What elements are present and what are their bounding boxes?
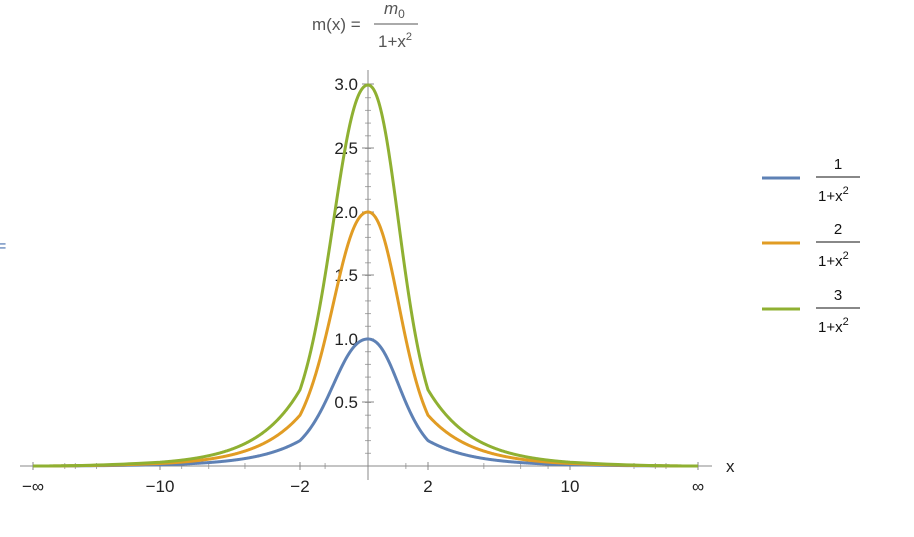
- plot-lines: [33, 83, 698, 468]
- y-tick-label: 2.0: [334, 203, 358, 222]
- edge-equals-mark: =: [0, 238, 6, 255]
- y-tick-labels: 0.5 1.0 1.5 2.0 2.5 3.0: [334, 75, 358, 412]
- chart-title: m(x) = m0 1+x2: [312, 0, 418, 51]
- y-tick-label: 3.0: [334, 75, 358, 94]
- x-tick-label: ∞: [692, 477, 704, 496]
- title-numerator-sub: 0: [398, 7, 405, 21]
- legend-numerator: 3: [834, 287, 842, 304]
- x-tick-label: 2: [423, 477, 432, 496]
- legend-item-1: 1 1+x2: [762, 156, 860, 205]
- x-tick-label: 10: [561, 477, 580, 496]
- legend-numerator: 1: [834, 156, 842, 173]
- minor-ticks: [64, 84, 667, 469]
- title-denominator: 1+x2: [378, 31, 412, 51]
- legend-item-3: 3 1+x2: [762, 287, 860, 336]
- legend-denominator: 1+x2: [818, 250, 849, 270]
- title-numerator: m0: [384, 0, 405, 21]
- legend-item-2: 2 1+x2: [762, 221, 860, 270]
- legend-numerator: 2: [834, 221, 842, 238]
- x-axis-label: x: [726, 457, 735, 476]
- series-line-m0-3: [33, 83, 698, 468]
- y-tick-label: 1.0: [334, 330, 358, 349]
- x-tick-label: −∞: [22, 477, 44, 496]
- legend-denominator: 1+x2: [818, 316, 849, 336]
- legend-denominator: 1+x2: [818, 185, 849, 205]
- x-tick-label: −10: [146, 477, 175, 496]
- legend: 1 1+x2 2 1+x2 3 1+x2: [762, 156, 860, 336]
- y-tick-label: 0.5: [334, 393, 358, 412]
- title-lhs: m(x) =: [312, 15, 361, 34]
- x-tick-labels: −∞ −10 −2 2 10 ∞: [22, 477, 704, 496]
- x-tick-label: −2: [290, 477, 309, 496]
- title-denominator-sup: 2: [406, 31, 412, 43]
